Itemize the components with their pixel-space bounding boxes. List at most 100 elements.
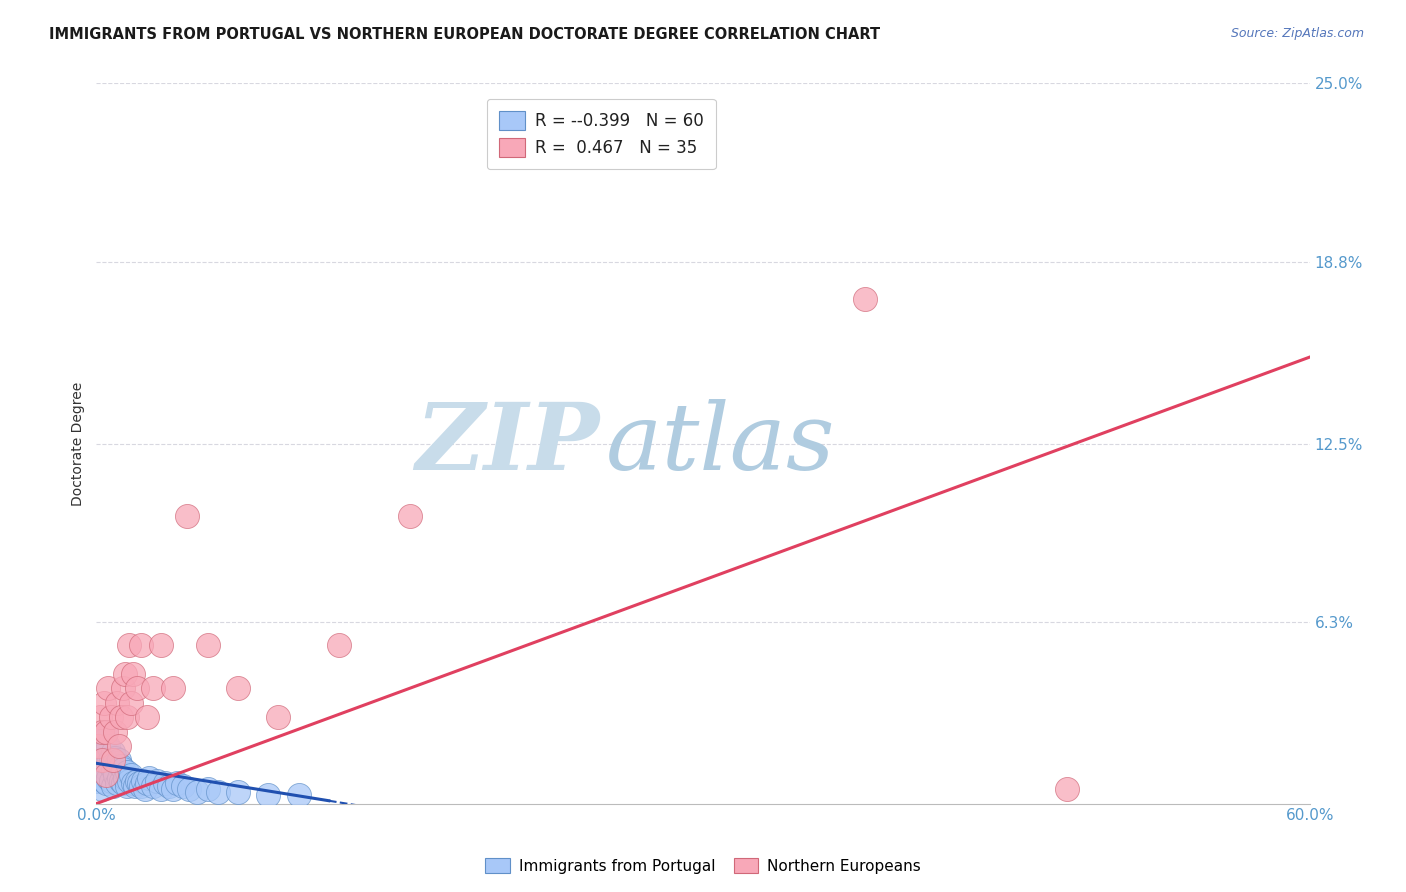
Point xyxy=(118,638,141,652)
Point xyxy=(93,753,115,767)
Point xyxy=(101,753,124,767)
Point xyxy=(124,780,146,794)
Point xyxy=(107,771,129,785)
Point xyxy=(114,771,136,785)
Point xyxy=(135,710,157,724)
Point xyxy=(226,785,249,799)
Point xyxy=(115,780,138,794)
Point xyxy=(97,756,120,771)
Point xyxy=(118,773,141,788)
Point xyxy=(110,710,132,724)
Point xyxy=(162,681,184,696)
Point xyxy=(115,764,138,779)
Point xyxy=(157,780,180,794)
Point xyxy=(93,696,115,710)
Point xyxy=(91,782,114,797)
Point xyxy=(120,696,142,710)
Point xyxy=(87,773,110,788)
Point xyxy=(120,768,142,782)
Point xyxy=(186,785,208,799)
Point xyxy=(100,750,122,764)
Legend: Immigrants from Portugal, Northern Europeans: Immigrants from Portugal, Northern Europ… xyxy=(479,852,927,880)
Point xyxy=(103,750,125,764)
Point xyxy=(87,739,110,753)
Point xyxy=(96,762,118,776)
Point xyxy=(96,724,118,739)
Point xyxy=(853,293,876,307)
Point xyxy=(197,638,219,652)
Point xyxy=(150,782,173,797)
Text: atlas: atlas xyxy=(606,399,835,489)
Text: Source: ZipAtlas.com: Source: ZipAtlas.com xyxy=(1230,27,1364,40)
Point xyxy=(97,771,120,785)
Point xyxy=(89,710,111,724)
Point xyxy=(96,724,118,739)
Point xyxy=(162,782,184,797)
Point xyxy=(91,753,114,767)
Point xyxy=(111,776,134,790)
Point xyxy=(150,638,173,652)
Point xyxy=(207,785,229,799)
Point xyxy=(197,782,219,797)
Point xyxy=(132,773,155,788)
Point xyxy=(103,768,125,782)
Text: ZIP: ZIP xyxy=(416,399,600,489)
Point xyxy=(110,759,132,773)
Point xyxy=(96,745,118,759)
Point xyxy=(129,638,152,652)
Point xyxy=(121,776,143,790)
Point xyxy=(105,756,128,771)
Point xyxy=(89,768,111,782)
Point xyxy=(96,768,118,782)
Point xyxy=(101,762,124,776)
Point xyxy=(89,753,111,767)
Point xyxy=(100,773,122,788)
Point xyxy=(91,724,114,739)
Point xyxy=(129,780,152,794)
Y-axis label: Doctorate Degree: Doctorate Degree xyxy=(72,382,86,506)
Point xyxy=(110,773,132,788)
Point xyxy=(91,762,114,776)
Point xyxy=(121,667,143,681)
Point xyxy=(1056,782,1078,797)
Point xyxy=(114,667,136,681)
Point xyxy=(125,773,148,788)
Point xyxy=(166,776,188,790)
Point xyxy=(179,782,201,797)
Point xyxy=(111,681,134,696)
Point xyxy=(172,780,194,794)
Point xyxy=(100,710,122,724)
Point xyxy=(91,739,114,753)
Point xyxy=(146,773,169,788)
Point xyxy=(97,681,120,696)
Point xyxy=(115,710,138,724)
Point xyxy=(107,739,129,753)
Point xyxy=(101,780,124,794)
Point xyxy=(134,782,156,797)
Point xyxy=(125,681,148,696)
Point xyxy=(107,753,129,767)
Point xyxy=(128,776,150,790)
Point xyxy=(153,776,176,790)
Point xyxy=(105,776,128,790)
Point xyxy=(111,762,134,776)
Point xyxy=(226,681,249,696)
Point xyxy=(101,745,124,759)
Point xyxy=(142,780,165,794)
Point xyxy=(105,696,128,710)
Point xyxy=(138,771,160,785)
Point xyxy=(267,710,290,724)
Point xyxy=(489,134,512,148)
Point xyxy=(142,681,165,696)
Point xyxy=(328,638,350,652)
Text: IMMIGRANTS FROM PORTUGAL VS NORTHERN EUROPEAN DOCTORATE DEGREE CORRELATION CHART: IMMIGRANTS FROM PORTUGAL VS NORTHERN EUR… xyxy=(49,27,880,42)
Point xyxy=(93,773,115,788)
Point xyxy=(287,788,309,802)
Point xyxy=(257,788,280,802)
Point xyxy=(103,724,125,739)
Legend: R = --0.399   N = 60, R =  0.467   N = 35: R = --0.399 N = 60, R = 0.467 N = 35 xyxy=(486,99,716,169)
Point xyxy=(176,508,198,523)
Point xyxy=(93,733,115,747)
Point xyxy=(97,739,120,753)
Point xyxy=(135,776,157,790)
